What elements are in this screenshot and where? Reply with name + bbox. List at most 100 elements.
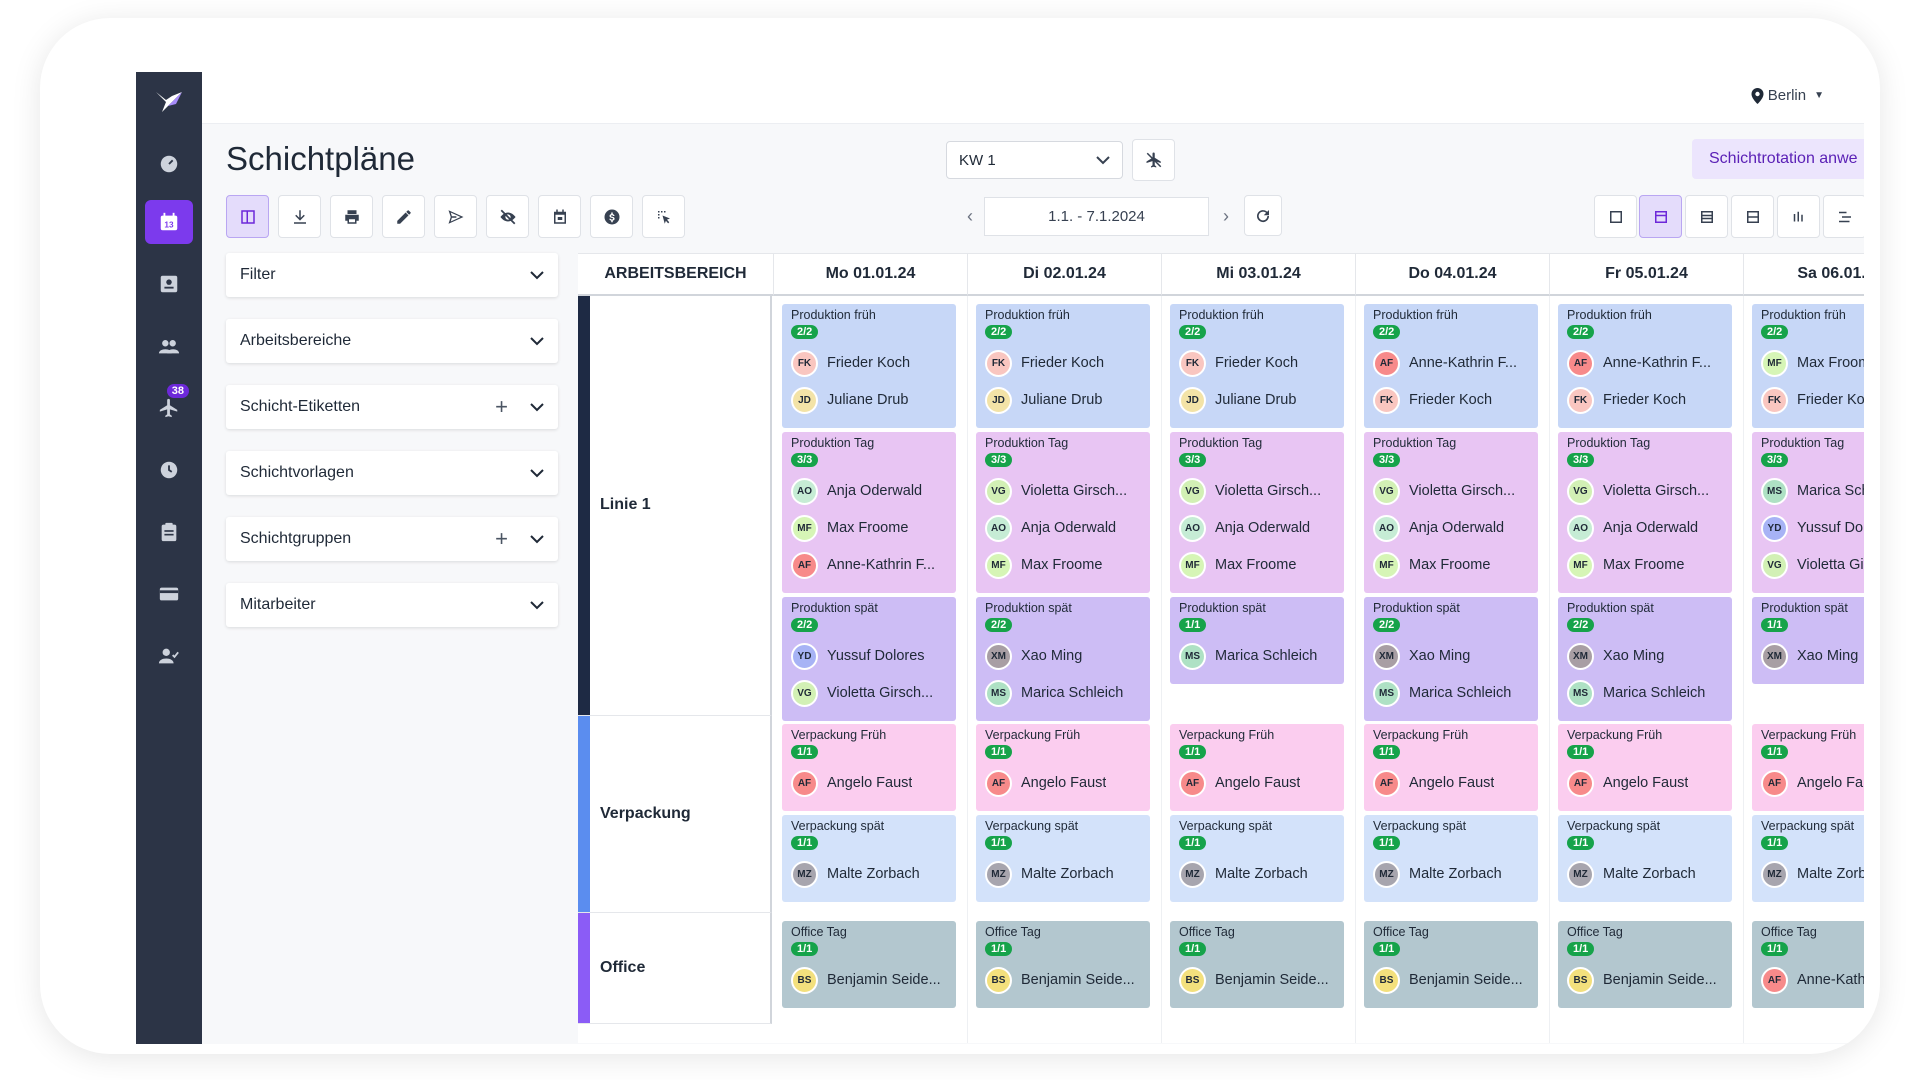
- employee-entry[interactable]: FK Frieder Koch: [1373, 386, 1529, 414]
- shift-card[interactable]: Produktion Tag 3/3 VG Violetta Girsch... AO A…: [1364, 432, 1538, 593]
- clock-icon[interactable]: [145, 448, 193, 492]
- employee-entry[interactable]: AF Anne-Kathrin F...: [791, 551, 947, 579]
- refresh-button[interactable]: [1244, 195, 1282, 236]
- employee-entry[interactable]: FK Frieder Koch: [791, 349, 947, 377]
- employee-entry[interactable]: FK Frieder Koch: [1179, 349, 1335, 377]
- view-compact-button[interactable]: [1731, 195, 1774, 238]
- employee-entry[interactable]: AF Anne-Kathrin F...: [1373, 349, 1529, 377]
- shift-card[interactable]: Verpackung Früh 1/1 AF Angelo Faust: [1752, 724, 1864, 811]
- employee-entry[interactable]: XM Xao Ming: [1567, 642, 1723, 670]
- shift-card[interactable]: Office Tag 1/1 BS Benjamin Seide...: [1558, 921, 1732, 1008]
- panel-mitarbeiter[interactable]: Mitarbeiter: [226, 583, 558, 627]
- employee-entry[interactable]: MF Max Froome: [791, 514, 947, 542]
- shift-card[interactable]: Produktion früh 2/2 FK Frieder Koch JD Julian…: [976, 304, 1150, 428]
- employee-entry[interactable]: BS Benjamin Seide...: [1567, 966, 1723, 994]
- employee-entry[interactable]: MZ Malte Zorbach: [791, 860, 947, 888]
- hide-button[interactable]: [486, 195, 529, 238]
- employee-entry[interactable]: AF Angelo Faust: [1179, 769, 1335, 797]
- app-logo[interactable]: [152, 86, 186, 120]
- employee-entry[interactable]: VG Violetta Girsch...: [791, 679, 947, 707]
- employee-entry[interactable]: VG Violetta Girsch...: [1373, 477, 1529, 505]
- view-month-button[interactable]: [1685, 195, 1728, 238]
- employee-entry[interactable]: MF Max Froome: [985, 551, 1141, 579]
- shift-card[interactable]: Produktion früh 2/2 AF Anne-Kathrin F... FK F…: [1364, 304, 1538, 428]
- edit-button[interactable]: [382, 195, 425, 238]
- employee-entry[interactable]: MZ Malte Zorbach: [985, 860, 1141, 888]
- airplane-icon[interactable]: 38: [145, 382, 193, 430]
- select-button[interactable]: [642, 195, 685, 238]
- employee-entry[interactable]: XM Xao Ming: [1373, 642, 1529, 670]
- employee-entry[interactable]: MS Marica Schleich: [985, 679, 1141, 707]
- shift-card[interactable]: Produktion spät 1/1 MS Marica Schleich: [1170, 597, 1344, 684]
- location-selector[interactable]: Berlin ▼: [1751, 87, 1824, 104]
- shift-rotation-button[interactable]: Schichtrotation anwe: [1692, 139, 1864, 179]
- employee-entry[interactable]: AF Angelo Faust: [1761, 769, 1864, 797]
- employee-entry[interactable]: MS Marica Schleich: [1567, 679, 1723, 707]
- week-select[interactable]: KW 1: [946, 141, 1123, 179]
- view-single-button[interactable]: [1594, 195, 1637, 238]
- shift-card[interactable]: Produktion spät 2/2 XM Xao Ming MS Marica Sch…: [976, 597, 1150, 721]
- employee-entry[interactable]: AF Anne-Kathrin: [1761, 966, 1864, 994]
- shift-card[interactable]: Office Tag 1/1 BS Benjamin Seide...: [782, 921, 956, 1008]
- prev-week-button[interactable]: ‹: [956, 197, 984, 236]
- employee-entry[interactable]: BS Benjamin Seide...: [1373, 966, 1529, 994]
- employee-entry[interactable]: MS Marica Schleich: [1373, 679, 1529, 707]
- employee-entry[interactable]: YD Yussuf Dolores: [791, 642, 947, 670]
- shift-card[interactable]: Verpackung Früh 1/1 AF Angelo Faust: [1364, 724, 1538, 811]
- view-timeline-button[interactable]: [1823, 195, 1864, 238]
- employee-entry[interactable]: VG Violetta Girsch...: [985, 477, 1141, 505]
- employee-entry[interactable]: MZ Malte Zorbach: [1179, 860, 1335, 888]
- shift-card[interactable]: Verpackung Früh 1/1 AF Angelo Faust: [782, 724, 956, 811]
- calendar-button[interactable]: [538, 195, 581, 238]
- shift-card[interactable]: Produktion Tag 3/3 VG Violetta Girsch... AO A…: [1170, 432, 1344, 593]
- print-button[interactable]: [330, 195, 373, 238]
- shift-card[interactable]: Produktion Tag 3/3 AO Anja Oderwald MF Max Fr…: [782, 432, 956, 593]
- shift-card[interactable]: Verpackung spät 1/1 MZ Malte Zorbach: [782, 815, 956, 902]
- employee-entry[interactable]: MZ Malte Zorbach: [1567, 860, 1723, 888]
- employee-entry[interactable]: FK Frieder Koch: [985, 349, 1141, 377]
- shift-card[interactable]: Verpackung spät 1/1 MZ Malte Zorbach: [1558, 815, 1732, 902]
- panel-filter[interactable]: Filter: [226, 253, 558, 297]
- team-icon[interactable]: [145, 324, 193, 368]
- employee-entry[interactable]: VG Violetta Girsch...: [1567, 477, 1723, 505]
- shift-card[interactable]: Produktion früh 2/2 FK Frieder Koch JD Julian…: [782, 304, 956, 428]
- employee-entry[interactable]: BS Benjamin Seide...: [985, 966, 1141, 994]
- employee-entry[interactable]: AF Angelo Faust: [1373, 769, 1529, 797]
- employee-entry[interactable]: JD Juliane Drub: [985, 386, 1141, 414]
- employee-entry[interactable]: JD Juliane Drub: [1179, 386, 1335, 414]
- employee-entry[interactable]: AF Angelo Faust: [985, 769, 1141, 797]
- employee-entry[interactable]: AO Anja Oderwald: [985, 514, 1141, 542]
- employee-entry[interactable]: AF Angelo Faust: [791, 769, 947, 797]
- shift-card[interactable]: Verpackung spät 1/1 MZ Malte Zorbac: [1752, 815, 1864, 902]
- clipboard-icon[interactable]: [145, 510, 193, 554]
- employee-entry[interactable]: AO Anja Oderwald: [1567, 514, 1723, 542]
- budget-button[interactable]: [590, 195, 633, 238]
- contact-card-icon[interactable]: [145, 262, 193, 306]
- shift-card[interactable]: Office Tag 1/1 BS Benjamin Seide...: [1364, 921, 1538, 1008]
- employee-entry[interactable]: XM Xao Ming: [1761, 642, 1864, 670]
- employee-entry[interactable]: AO Anja Oderwald: [791, 477, 947, 505]
- employee-entry[interactable]: MF Max Froome: [1179, 551, 1335, 579]
- employee-entry[interactable]: MF Max Froome: [1373, 551, 1529, 579]
- payment-card-icon[interactable]: [145, 572, 193, 616]
- employee-entry[interactable]: BS Benjamin Seide...: [791, 966, 947, 994]
- panel-arbeitsbereiche[interactable]: Arbeitsbereiche: [226, 319, 558, 363]
- shift-card[interactable]: Office Tag 1/1 BS Benjamin Seide...: [1170, 921, 1344, 1008]
- shift-card[interactable]: Verpackung spät 1/1 MZ Malte Zorbach: [1170, 815, 1344, 902]
- employee-entry[interactable]: VG Violetta Girs: [1761, 551, 1864, 579]
- employee-entry[interactable]: VG Violetta Girsch...: [1179, 477, 1335, 505]
- shift-card[interactable]: Verpackung Früh 1/1 AF Angelo Faust: [1558, 724, 1732, 811]
- shift-card[interactable]: Produktion spät 2/2 XM Xao Ming MS Marica Sch…: [1558, 597, 1732, 721]
- employee-entry[interactable]: MS Marica Schleich: [1179, 642, 1335, 670]
- plus-icon[interactable]: +: [495, 526, 508, 551]
- employee-entry[interactable]: XM Xao Ming: [985, 642, 1141, 670]
- employee-entry[interactable]: MF Max Froome: [1761, 349, 1864, 377]
- employee-entry[interactable]: MS Marica Schle: [1761, 477, 1864, 505]
- date-range-display[interactable]: 1.1. - 7.1.2024: [984, 197, 1209, 236]
- employee-entry[interactable]: FK Frieder Koch: [1761, 386, 1864, 414]
- employee-entry[interactable]: JD Juliane Drub: [791, 386, 947, 414]
- send-button[interactable]: [434, 195, 477, 238]
- employee-entry[interactable]: FK Frieder Koch: [1567, 386, 1723, 414]
- employee-entry[interactable]: AO Anja Oderwald: [1179, 514, 1335, 542]
- employee-entry[interactable]: BS Benjamin Seide...: [1179, 966, 1335, 994]
